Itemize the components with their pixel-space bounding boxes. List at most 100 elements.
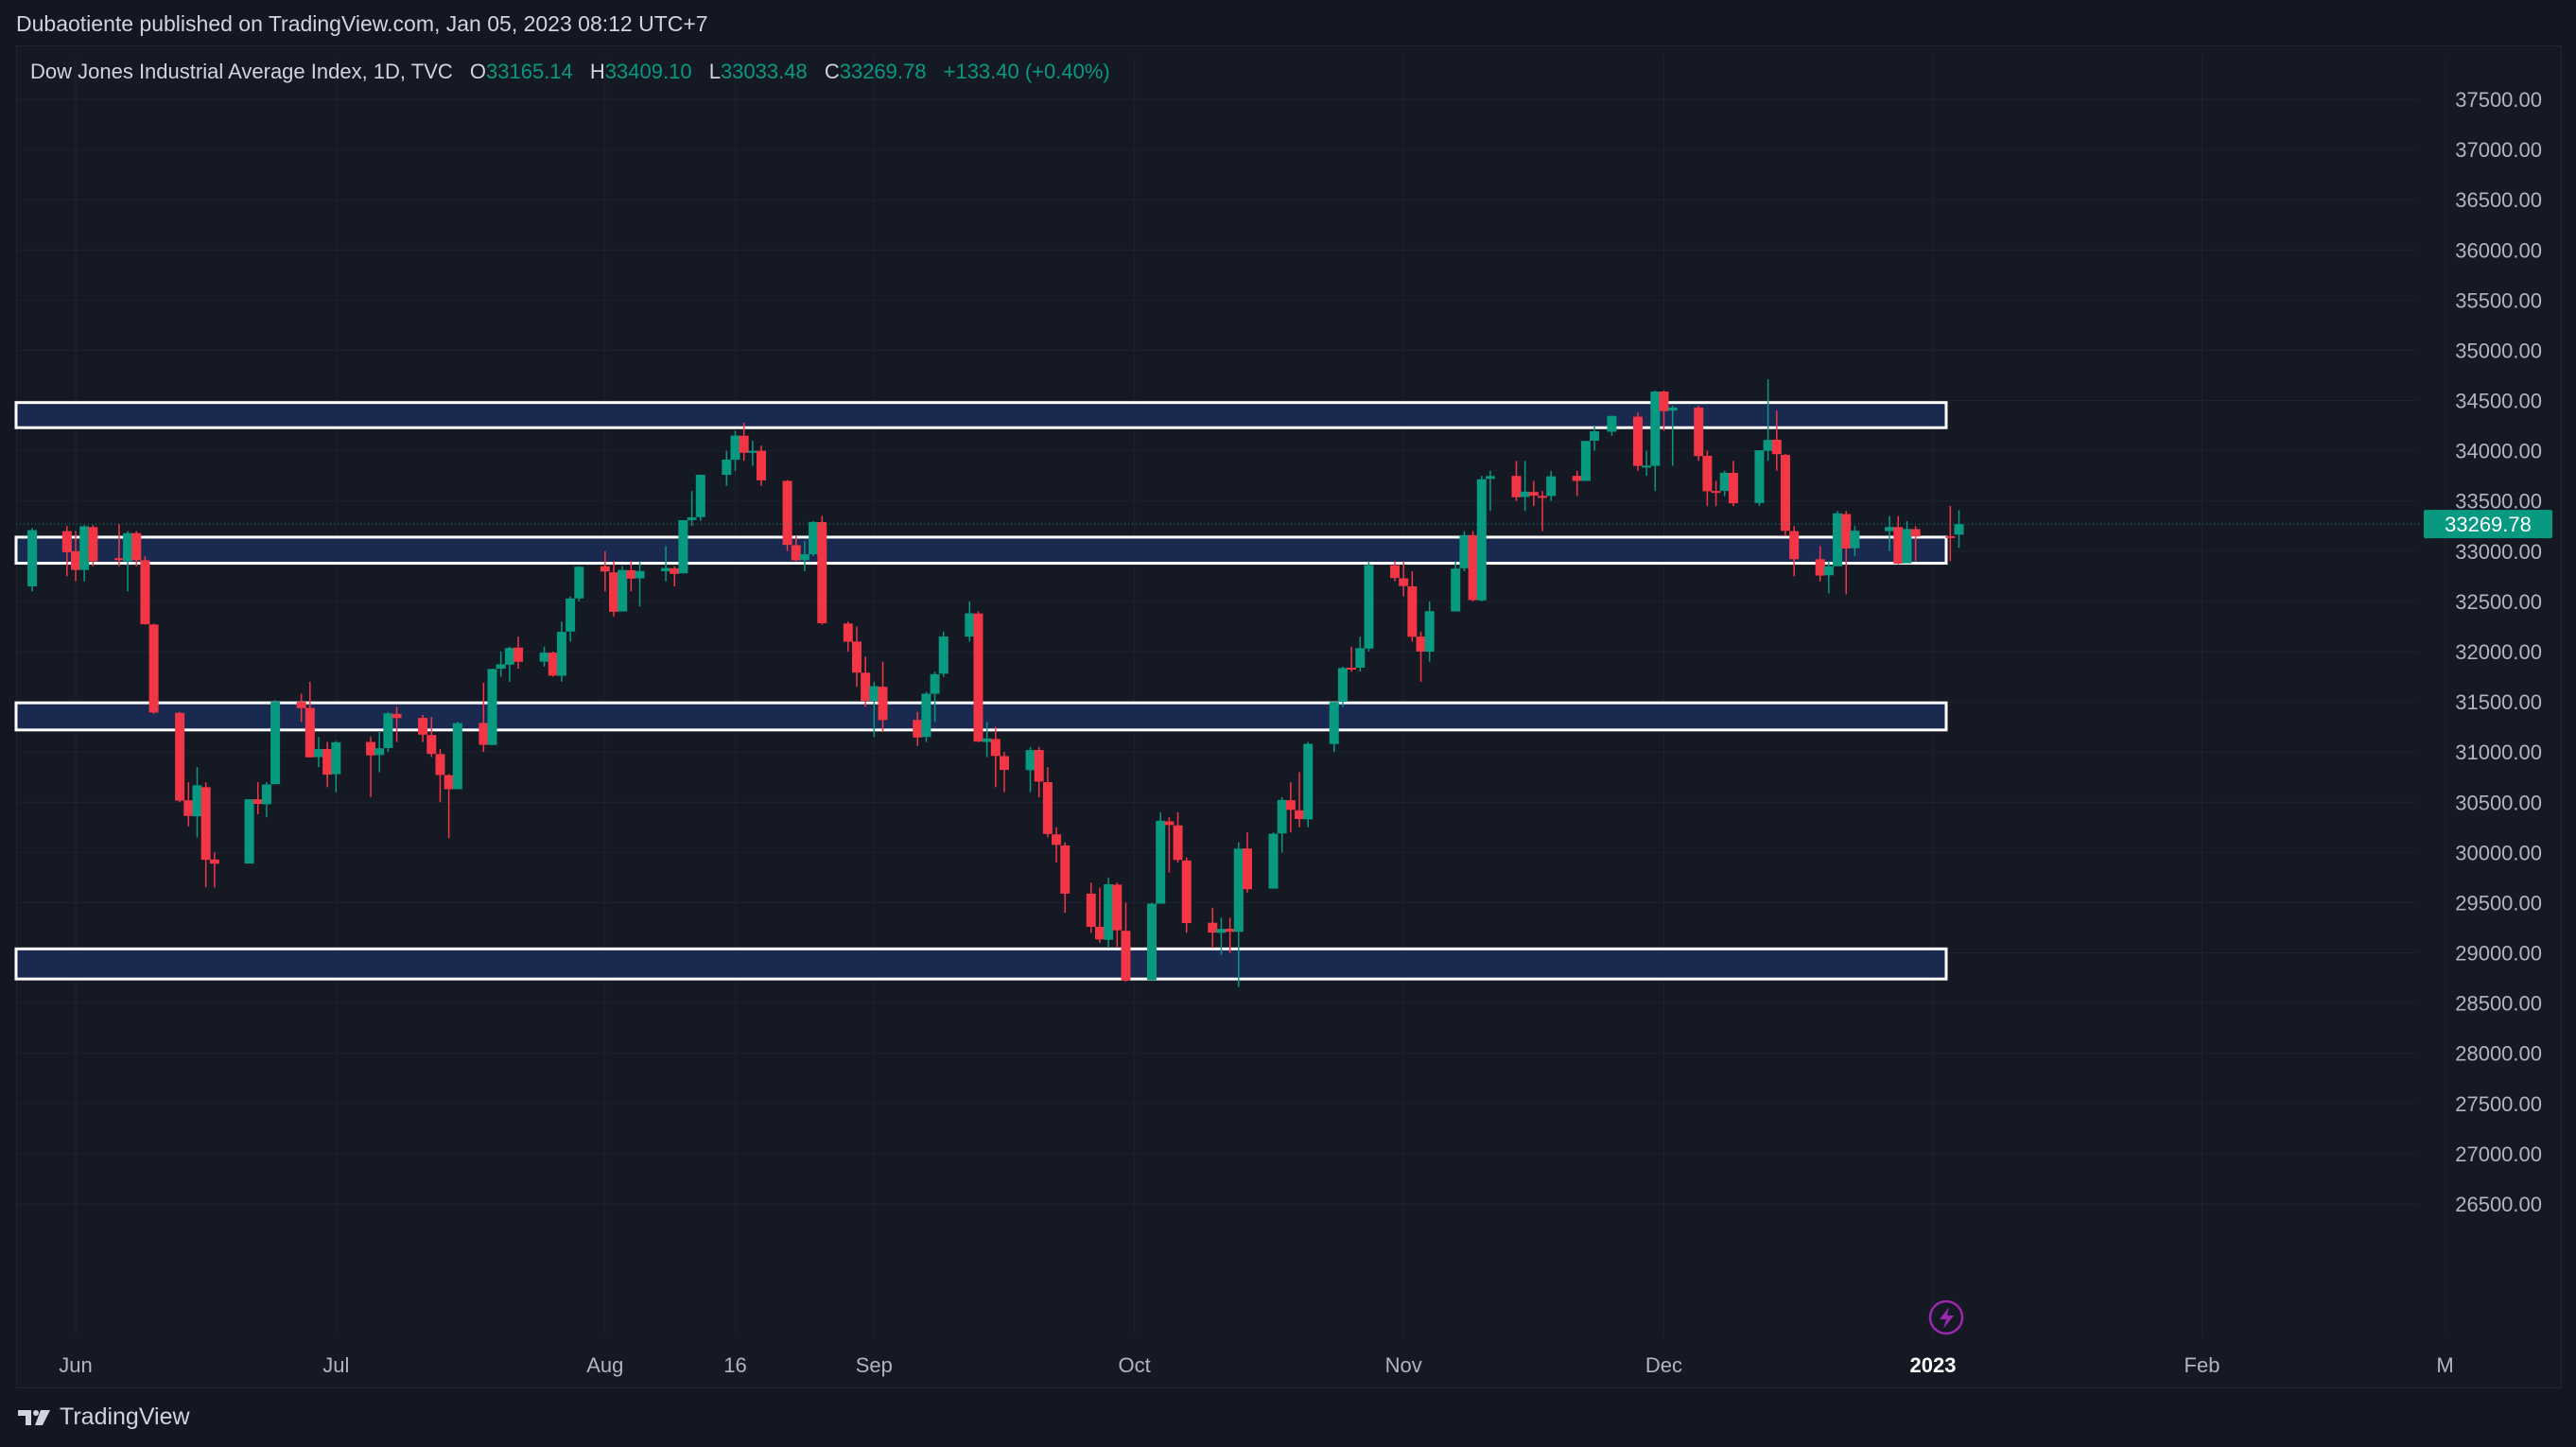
candle[interactable] — [479, 682, 489, 753]
candle[interactable] — [661, 546, 671, 582]
symbol-legend[interactable]: Dow Jones Industrial Average Index, 1D, … — [30, 60, 1110, 84]
candle[interactable] — [1650, 390, 1661, 492]
candle[interactable] — [548, 652, 558, 677]
candle[interactable] — [1711, 480, 1721, 507]
candle[interactable] — [322, 741, 333, 788]
candle[interactable] — [1910, 526, 1921, 562]
candle[interactable] — [1233, 842, 1244, 987]
candle[interactable] — [1042, 767, 1053, 838]
candle[interactable] — [1147, 902, 1157, 982]
candle[interactable] — [426, 717, 437, 758]
candle[interactable] — [366, 737, 376, 797]
candle[interactable] — [1590, 426, 1600, 451]
candle[interactable] — [1025, 746, 1036, 793]
candle[interactable] — [670, 566, 680, 586]
time-axis[interactable]: Jun Jul Aug 16 Sep Oct Nov Dec 2023 Feb M — [59, 1353, 2453, 1377]
candle[interactable] — [1156, 811, 1166, 904]
candle[interactable] — [1347, 646, 1357, 672]
candle[interactable] — [200, 782, 211, 888]
candle[interactable] — [1416, 631, 1426, 682]
candle[interactable] — [1632, 412, 1643, 471]
candle[interactable] — [444, 774, 454, 839]
candle[interactable] — [452, 722, 462, 790]
candle[interactable] — [730, 430, 740, 471]
candle[interactable] — [799, 541, 809, 572]
candle[interactable] — [435, 748, 445, 803]
candle[interactable] — [1086, 882, 1096, 933]
candle[interactable] — [1451, 561, 1461, 612]
candle[interactable] — [973, 611, 983, 742]
candle[interactable] — [383, 711, 393, 753]
candle[interactable] — [722, 450, 732, 486]
candle[interactable] — [244, 799, 254, 864]
candle[interactable] — [1572, 470, 1582, 497]
candle[interactable] — [1216, 917, 1227, 955]
candle[interactable] — [938, 631, 949, 677]
candle[interactable] — [504, 646, 514, 682]
candle[interactable] — [270, 699, 281, 785]
candle[interactable] — [609, 561, 619, 617]
candle[interactable] — [861, 656, 871, 707]
candle[interactable] — [1000, 752, 1009, 793]
candle[interactable] — [1702, 450, 1713, 507]
candle[interactable] — [61, 526, 72, 577]
candle[interactable] — [1285, 782, 1296, 833]
candle[interactable] — [739, 422, 749, 462]
zone-rectangle[interactable] — [14, 947, 1948, 981]
candle[interactable] — [1763, 379, 1773, 462]
candle[interactable] — [556, 621, 566, 682]
candle[interactable] — [1268, 832, 1279, 889]
candle[interactable] — [817, 515, 827, 625]
lightning-icon[interactable] — [1928, 1299, 1964, 1335]
candle[interactable] — [747, 441, 757, 466]
candle[interactable] — [1719, 470, 1730, 497]
candle[interactable] — [1754, 450, 1765, 507]
candle[interactable] — [1060, 842, 1070, 914]
candle[interactable] — [1329, 702, 1339, 753]
candle[interactable] — [175, 711, 185, 803]
candle[interactable] — [1667, 405, 1678, 466]
candle[interactable] — [71, 531, 80, 582]
candle[interactable] — [1694, 405, 1704, 462]
candle[interactable] — [965, 601, 975, 642]
candle[interactable] — [1546, 470, 1557, 501]
candle[interactable] — [148, 623, 159, 714]
candle[interactable] — [930, 671, 940, 723]
candle[interactable] — [869, 681, 879, 738]
candle[interactable] — [1833, 511, 1843, 567]
candle[interactable] — [296, 693, 306, 723]
brand-link[interactable]: TradingView — [16, 1403, 190, 1431]
candle[interactable] — [487, 669, 497, 745]
candle[interactable] — [1424, 601, 1435, 662]
candle[interactable] — [183, 782, 194, 827]
candle[interactable] — [1823, 561, 1834, 594]
candle-series[interactable] — [27, 379, 1964, 987]
candlestick-chart[interactable]: 37500.00 37000.00 36500.00 36000.00 35500.00… — [0, 0, 2576, 1390]
candle[interactable] — [695, 474, 705, 521]
candle[interactable] — [252, 782, 263, 815]
candle[interactable] — [1468, 531, 1478, 601]
candle[interactable] — [261, 782, 271, 818]
candle[interactable] — [1642, 450, 1652, 477]
candle[interactable] — [1295, 772, 1305, 828]
candle[interactable] — [1885, 515, 1895, 551]
candle[interactable] — [809, 520, 819, 557]
price-axis[interactable]: 37500.00 37000.00 36500.00 36000.00 35500.00… — [2455, 88, 2542, 1216]
candle[interactable] — [566, 596, 576, 642]
candle[interactable] — [513, 636, 524, 670]
candle[interactable] — [1303, 741, 1314, 828]
candle[interactable] — [331, 741, 341, 793]
candle[interactable] — [678, 520, 688, 574]
candle[interactable] — [392, 706, 402, 742]
candle[interactable] — [921, 691, 931, 742]
candle[interactable] — [1954, 510, 1964, 549]
candle[interactable] — [79, 525, 90, 582]
candle[interactable] — [1277, 796, 1287, 853]
candle[interactable] — [113, 524, 124, 567]
candle[interactable] — [1520, 461, 1530, 512]
candle[interactable] — [982, 722, 992, 758]
candle[interactable] — [1485, 470, 1495, 512]
candle[interactable] — [1528, 480, 1539, 507]
candle[interactable] — [878, 661, 888, 732]
candle[interactable] — [1121, 902, 1131, 982]
